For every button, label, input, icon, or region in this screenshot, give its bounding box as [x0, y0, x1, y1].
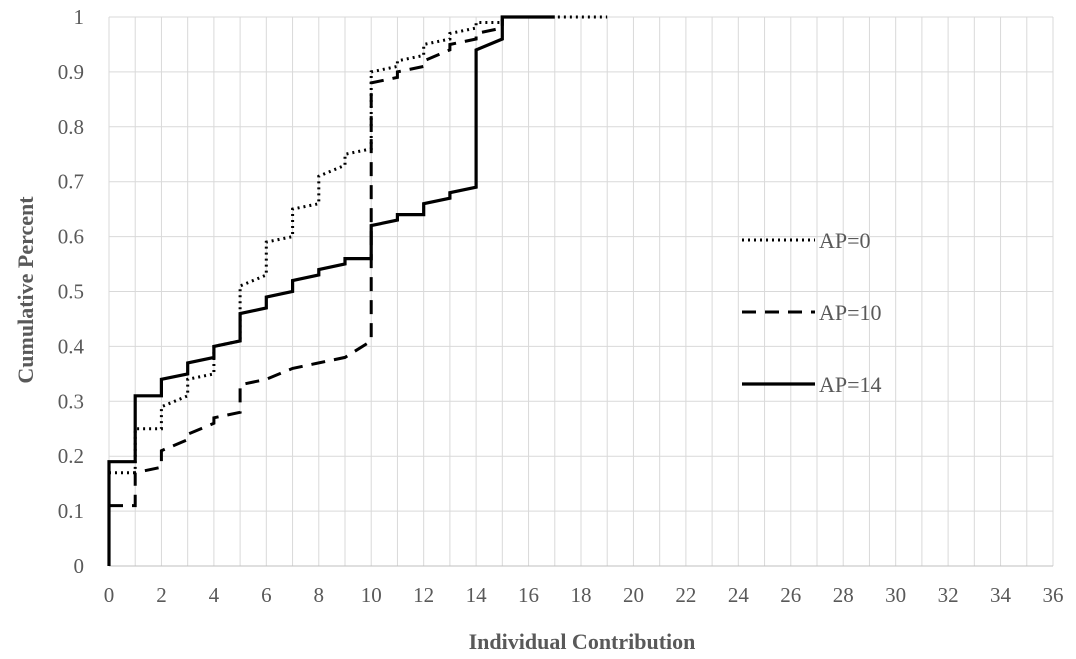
- x-tick-label: 6: [261, 583, 272, 607]
- series-lines: [107, 15, 608, 566]
- x-tick-label: 32: [938, 583, 959, 607]
- series-line-2: [109, 15, 555, 508]
- x-tick-label: 14: [466, 583, 488, 607]
- tick-labels: 0 2 4 6 8 10 12 14 16 18 20 22 24 26 28 30 32 34 3600.10.2…: [58, 5, 1064, 607]
- legend: AP=0 AP=10 AP=14: [742, 228, 882, 397]
- x-tick-label: 12: [413, 583, 434, 607]
- y-tick-label: 0.2: [58, 444, 84, 468]
- y-tick-label: 0.3: [58, 389, 84, 413]
- series-line-3: [107, 15, 555, 566]
- x-tick-label: 36: [1043, 583, 1064, 607]
- x-tick-label: 30: [885, 583, 906, 607]
- y-tick-label: 0.4: [58, 334, 85, 358]
- x-tick-label: 26: [780, 583, 801, 607]
- x-tick-label: 16: [518, 583, 539, 607]
- x-tick-label: 24: [728, 583, 750, 607]
- y-tick-label: 0.6: [58, 225, 84, 249]
- x-tick-label: 4: [209, 583, 220, 607]
- y-axis-title: Cumulative Percent: [13, 196, 38, 384]
- legend-label: AP=10: [819, 300, 882, 325]
- legend-label: AP=0: [819, 228, 871, 253]
- x-tick-label: 10: [361, 583, 382, 607]
- x-tick-label: 2: [156, 583, 167, 607]
- grid: [108, 16, 1054, 567]
- y-tick-label: 0.7: [58, 170, 84, 194]
- y-tick-label: 0.9: [58, 60, 84, 84]
- x-tick-label: 22: [675, 583, 696, 607]
- x-tick-label: 8: [314, 583, 325, 607]
- x-axis-title: Individual Contribution: [469, 629, 696, 654]
- legend-label: AP=14: [819, 372, 882, 397]
- y-tick-label: 0.5: [58, 280, 84, 304]
- x-tick-label: 28: [833, 583, 854, 607]
- x-tick-label: 0: [104, 583, 115, 607]
- y-tick-label: 0.1: [58, 499, 84, 523]
- x-tick-label: 34: [990, 583, 1012, 607]
- x-tick-label: 18: [571, 583, 592, 607]
- y-tick-label: 1: [74, 5, 85, 29]
- series-line-1: [109, 15, 608, 475]
- y-tick-label: 0.8: [58, 115, 84, 139]
- y-tick-label: 0: [74, 554, 85, 578]
- x-tick-label: 20: [623, 583, 644, 607]
